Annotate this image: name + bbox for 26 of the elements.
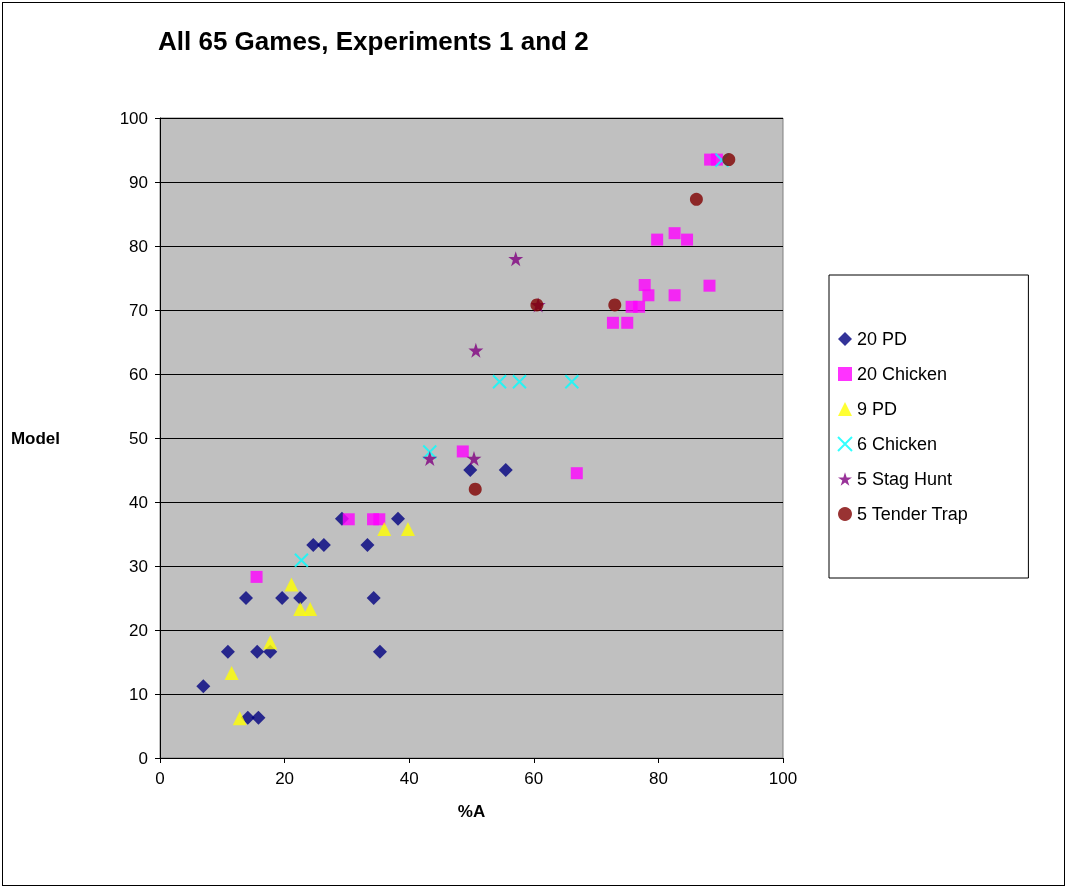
y-tick-label: 100	[119, 108, 148, 128]
y-tick-label: 60	[129, 364, 148, 384]
chart-title: All 65 Games, Experiments 1 and 2	[158, 26, 589, 56]
y-tick-label: 90	[129, 172, 148, 192]
legend-label: 5 Stag Hunt	[857, 469, 953, 489]
legend-label: 20 Chicken	[857, 364, 948, 384]
y-tick-label: 70	[129, 300, 148, 320]
x-tick-label: 80	[648, 769, 668, 788]
y-tick-label: 0	[138, 748, 148, 768]
y-tick-label: 20	[129, 620, 148, 640]
y-tick-label: 40	[129, 492, 148, 512]
y-tick-label: 10	[129, 684, 148, 704]
y-tick-label: 80	[129, 236, 148, 256]
x-tick-label: 0	[155, 769, 165, 788]
x-tick-label: 60	[524, 769, 544, 788]
legend-label: 5 Tender Trap	[857, 504, 968, 524]
y-tick-label: 50	[129, 428, 148, 448]
x-tick-label: 100	[768, 769, 798, 788]
y-axis-title: Model	[10, 428, 60, 448]
x-tick-label: 20	[275, 769, 295, 788]
legend-label: 6 Chicken	[857, 434, 938, 454]
x-axis-title: %A	[457, 802, 486, 821]
legend-label: 20 PD	[857, 329, 908, 349]
y-tick-label: 30	[129, 556, 148, 576]
legend-label: 9 PD	[857, 399, 898, 419]
x-tick-label: 40	[399, 769, 419, 788]
